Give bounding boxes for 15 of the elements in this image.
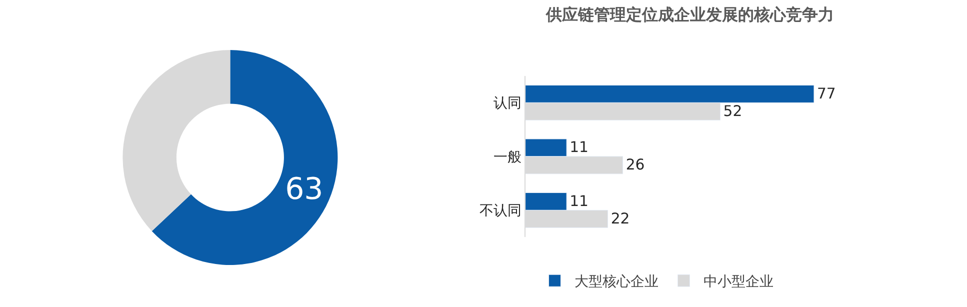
- data-label: 11: [570, 139, 588, 156]
- data-label: 63: [285, 172, 324, 208]
- data-label: 77: [816, 85, 836, 102]
- data-label: 26: [626, 156, 645, 174]
- legend-label: 大型核心企业: [574, 274, 659, 290]
- data-label: 22: [610, 210, 630, 228]
- donut-slice: [122, 50, 230, 232]
- chart-title: 供应链管理定位成企业发展的核心竞争力: [545, 5, 834, 24]
- legend-label: 中小型企业: [704, 274, 774, 290]
- data-label: 52: [723, 102, 742, 120]
- y-tick-label: 认同: [494, 96, 522, 112]
- data-label: 11: [570, 192, 588, 210]
- donut-slice: [152, 50, 338, 265]
- y-tick-label: 一般: [494, 149, 522, 166]
- y-tick-label: 不认同: [480, 203, 522, 220]
